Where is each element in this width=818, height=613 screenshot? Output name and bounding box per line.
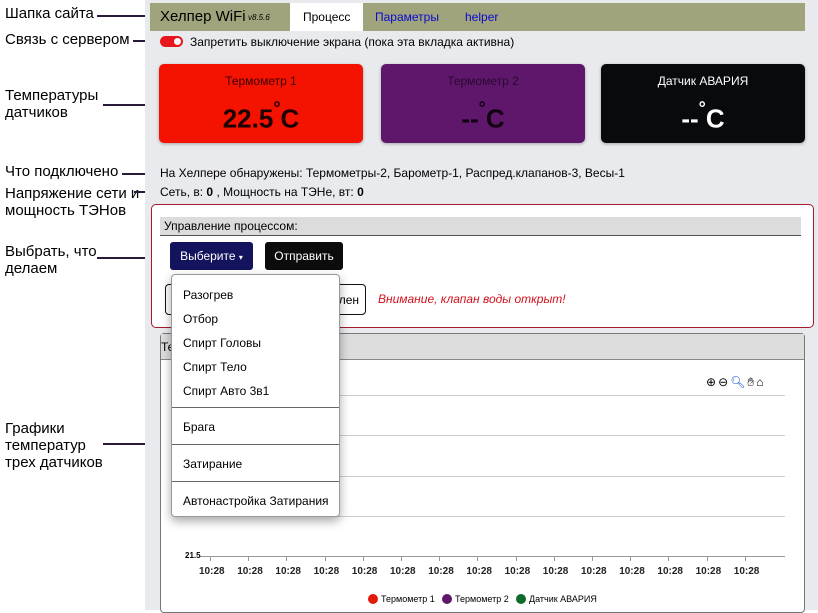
card-thermometer-2: Термометр 2 --°C (381, 64, 585, 143)
x-axis (200, 556, 785, 557)
legend-item[interactable]: Термометр 1 (368, 594, 435, 604)
annotation-select: Выбрать, что делаем (5, 243, 97, 277)
x-tick-label: 10:28 (695, 566, 722, 577)
x-tick-label: 10:28 (199, 566, 225, 577)
x-tick-label: 10:28 (237, 566, 263, 577)
menu-item[interactable]: Брага (183, 420, 216, 434)
valve-warning: Внимание, клапан воды открыт! (378, 292, 566, 306)
x-tick (515, 556, 517, 561)
x-tick (324, 556, 326, 561)
x-tick (630, 556, 632, 561)
card-label: Термометр 2 (447, 74, 519, 88)
x-tick (210, 556, 211, 561)
tab-params[interactable]: Параметры (375, 10, 439, 24)
x-tick (286, 556, 288, 561)
x-tick-label: 10:28 (351, 566, 378, 577)
card-thermometer-1: Термометр 1 22.5°C (159, 64, 363, 143)
x-tick (248, 556, 250, 561)
x-tick (477, 556, 479, 561)
menu-item[interactable]: Отбор (183, 312, 219, 326)
menu-item[interactable]: Автонастройка Затирания (183, 494, 329, 508)
zoom-in-icon[interactable]: ⊕ (706, 375, 717, 389)
card-label: Термометр 1 (225, 74, 297, 88)
x-tick (439, 556, 441, 561)
screen-lock-toggle[interactable] (160, 36, 183, 47)
x-tick-label: 10:28 (657, 566, 683, 577)
caret-down-icon: ▾ (238, 253, 243, 262)
power-info: Сеть, в: 0 , Мощность на ТЭНе, вт: 0 (160, 185, 364, 199)
site-header: Хелпер WiFi v8.5.6 (150, 3, 805, 31)
x-tick (668, 556, 670, 561)
menu-item[interactable]: Спирт Авто 3в1 (183, 384, 270, 398)
zoom-out-icon[interactable]: ⊖ (718, 375, 729, 389)
annotation-charts: Графики температур трех датчиков (5, 420, 103, 471)
x-tick (706, 556, 708, 561)
x-tick-label: 10:28 (390, 566, 416, 577)
menu-item[interactable]: Затирание (183, 457, 243, 471)
x-tick (362, 556, 364, 561)
version: v8.5.6 (248, 13, 270, 22)
card-value: -- (461, 103, 479, 134)
legend-item[interactable]: Датчик АВАРИЯ (516, 594, 597, 604)
x-tick-label: 10:28 (275, 566, 301, 577)
x-tick (401, 556, 402, 561)
legend-item[interactable]: Термометр 2 (442, 594, 509, 604)
send-button[interactable]: Отправить (265, 242, 343, 270)
menu-item[interactable]: Разогрев (183, 288, 234, 302)
annotation-header: Шапка сайта (5, 5, 94, 22)
panel-title: Управление процессом: (160, 217, 801, 236)
menu-item[interactable]: Спирт Головы (183, 336, 262, 350)
screen-lock-label: Запретить выключение экрана (пока эта вк… (190, 35, 515, 49)
annotation-power: Напряжение сети и мощность ТЭНов (5, 185, 140, 219)
process-dropdown-menu: Разогрев Отбор Спирт Головы Спирт Тело С… (171, 274, 340, 517)
detected-devices: На Хелпере обнаружены: Термометры-2, Бар… (160, 166, 625, 180)
x-tick-label: 10:28 (466, 566, 492, 577)
y-tick-label: 21.5 (185, 551, 201, 560)
x-tick-label: 10:28 (581, 566, 607, 577)
x-tick-label: 10:28 (542, 566, 569, 577)
tab-helper[interactable]: helper (465, 10, 499, 24)
chart-toolbar: ⊕ ⊖ 🔍︎ ✋︎ ⌂ (706, 375, 763, 390)
select-process-button[interactable]: Выберите ▾ (170, 242, 253, 270)
annotation-connected: Что подключено (5, 163, 119, 180)
x-tick-label: 10:28 (313, 566, 340, 577)
site-title: Хелпер WiFi (160, 8, 246, 25)
card-label: Датчик АВАРИЯ (657, 74, 749, 88)
home-icon[interactable]: ⌂ (756, 375, 764, 389)
x-tick-label: 10:28 (428, 566, 454, 577)
annotation-server: Связь с сервером (5, 31, 130, 48)
x-tick-label: 10:28 (733, 566, 760, 577)
card-value: 22.5 (222, 103, 274, 134)
annotation-temps: Температуры датчиков (5, 87, 99, 121)
zoom-select-icon[interactable]: 🔍︎ (730, 375, 746, 389)
card-alarm-sensor: Датчик АВАРИЯ --°C (601, 64, 805, 143)
x-tick (744, 556, 746, 561)
x-tick-label: 10:28 (619, 566, 645, 577)
menu-item[interactable]: Спирт Тело (183, 360, 247, 374)
x-tick (553, 556, 555, 561)
card-value: -- (681, 103, 699, 134)
x-tick (592, 556, 593, 561)
pan-icon[interactable]: ✋︎ (747, 375, 755, 389)
x-tick-label: 10:28 (504, 566, 531, 577)
tab-process[interactable]: Процесс (290, 3, 364, 31)
